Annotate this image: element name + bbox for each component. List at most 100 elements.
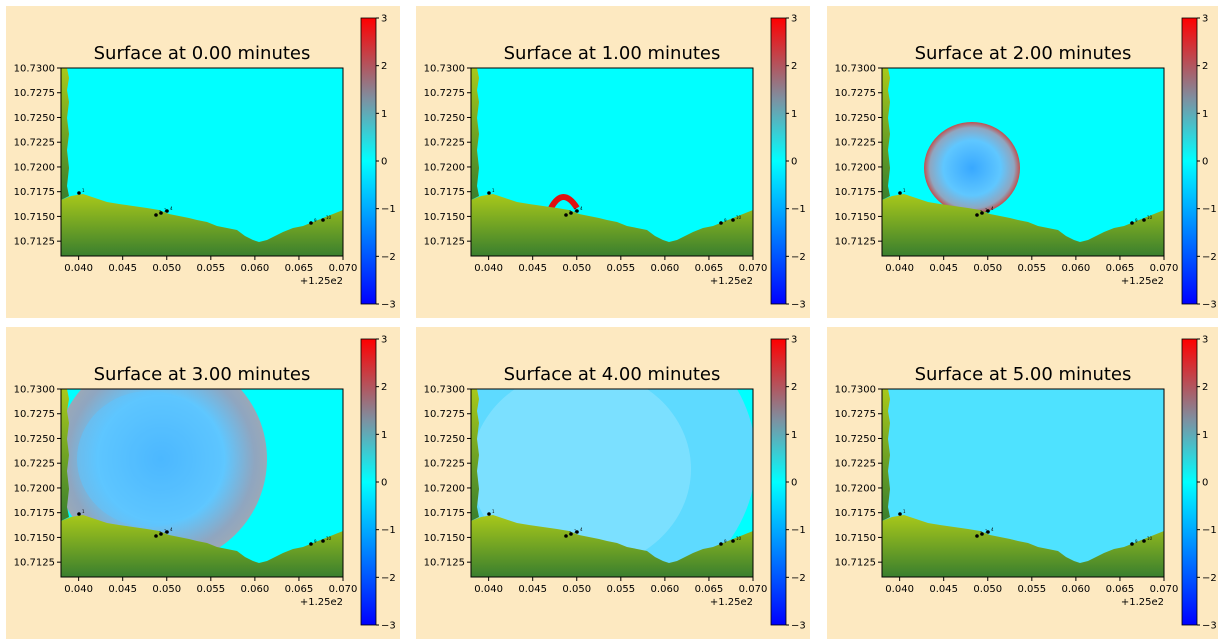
plot-frame xyxy=(60,67,344,257)
wave-inner xyxy=(471,389,691,569)
x-tick-label: 0.060 xyxy=(651,584,680,595)
gauge-label: 9 xyxy=(314,539,317,544)
colorbar-tick-label: 1 xyxy=(1202,430,1208,441)
colorbar-tick-label: 0 xyxy=(1202,157,1208,168)
colorbar-tick-label: −3 xyxy=(791,621,806,632)
gauge-label: 9 xyxy=(724,218,727,223)
x-tick-label: 0.060 xyxy=(1062,263,1091,274)
x-tick-label: 0.040 xyxy=(885,263,914,274)
y-tick-label: 10.7150 xyxy=(14,533,55,544)
x-tick-label: 0.065 xyxy=(285,263,314,274)
x-tick-label: 0.070 xyxy=(739,263,768,274)
panel-1: Surface at 1.00 minutes12349100.0400.045… xyxy=(416,6,810,318)
gauge-marker xyxy=(975,534,979,538)
y-tick-label: 10.7150 xyxy=(424,212,465,223)
gauge-label: 9 xyxy=(1135,539,1138,544)
y-tick-label: 10.7275 xyxy=(835,409,876,420)
x-tick-label: 0.070 xyxy=(329,584,358,595)
land-south xyxy=(61,194,343,256)
x-tick-label: 0.045 xyxy=(929,584,958,595)
x-tick-label: 0.040 xyxy=(64,584,93,595)
plot-area: 1234910 xyxy=(471,68,753,256)
colorbar xyxy=(1181,17,1198,305)
gauge-marker xyxy=(1142,218,1146,222)
x-tick-label: 0.050 xyxy=(152,263,181,274)
land-west xyxy=(471,389,479,521)
x-tick-label: 0.055 xyxy=(1017,263,1046,274)
gauge-label: 10 xyxy=(736,215,742,220)
plot-frame xyxy=(881,388,1165,578)
colorbar-tick-label: −1 xyxy=(381,525,396,536)
plot-area: 1234910 xyxy=(61,68,343,256)
y-tick-label: 10.7225 xyxy=(424,459,465,470)
y-tick-label: 10.7175 xyxy=(424,508,465,519)
colorbar-tick-label: −3 xyxy=(1202,621,1217,632)
gauge-marker xyxy=(154,534,158,538)
panel-4: Surface at 4.00 minutes12349100.0400.045… xyxy=(416,327,810,639)
gauge-marker xyxy=(1142,539,1146,543)
y-tick-label: 10.7300 xyxy=(424,385,465,396)
y-tick-label: 10.7300 xyxy=(424,64,465,75)
gauge-marker xyxy=(569,211,573,215)
colorbar-tick-label: −2 xyxy=(791,573,806,584)
x-tick-label: 0.040 xyxy=(885,584,914,595)
y-tick-label: 10.7225 xyxy=(424,138,465,149)
x-tick-label: 0.040 xyxy=(64,263,93,274)
x-tick-label: 0.045 xyxy=(108,584,137,595)
y-tick-label: 10.7200 xyxy=(424,162,465,173)
plot-area: 1234910 xyxy=(882,389,1164,577)
chart-title: Surface at 0.00 minutes xyxy=(94,43,311,64)
land-south xyxy=(61,515,343,577)
x-offset-label: +1.25e2 xyxy=(1121,597,1164,608)
plot-area: 1234910 xyxy=(471,389,753,577)
colorbar-tick-label: 2 xyxy=(791,61,797,72)
colorbar-tick-label: 0 xyxy=(791,157,797,168)
gauge-label: 1 xyxy=(82,188,85,193)
plot-frame xyxy=(470,67,754,257)
x-tick-label: 0.045 xyxy=(518,263,547,274)
x-offset-label: +1.25e2 xyxy=(710,276,753,287)
y-tick-label: 10.7275 xyxy=(14,409,55,420)
x-tick-label: 0.050 xyxy=(562,263,591,274)
surface-plot: Surface at 5.00 minutes12349100.0400.045… xyxy=(835,335,1217,632)
y-tick-label: 10.7225 xyxy=(835,138,876,149)
gauge-marker xyxy=(77,191,81,195)
y-tick-label: 10.7300 xyxy=(14,385,55,396)
y-tick-label: 10.7200 xyxy=(835,162,876,173)
chart-title: Surface at 2.00 minutes xyxy=(915,43,1132,64)
y-tick-label: 10.7300 xyxy=(14,64,55,75)
gauge-label: 1 xyxy=(903,188,906,193)
colorbar-tick-label: 1 xyxy=(791,109,797,120)
gauge-marker xyxy=(575,209,579,213)
x-tick-label: 0.070 xyxy=(329,263,358,274)
x-tick-label: 0.060 xyxy=(1062,584,1091,595)
gauge-label: 4 xyxy=(580,527,583,532)
colorbar-tick-label: 2 xyxy=(1202,382,1208,393)
colorbar xyxy=(770,17,787,305)
panel-3: Surface at 3.00 minutes12349100.0400.045… xyxy=(6,327,400,639)
y-tick-label: 10.7125 xyxy=(835,558,876,569)
y-tick-label: 10.7225 xyxy=(14,138,55,149)
gauge-label: 10 xyxy=(736,536,742,541)
colorbar-tick-label: −1 xyxy=(1202,204,1217,215)
colorbar-tick-label: 2 xyxy=(381,61,387,72)
panel-5: Surface at 5.00 minutes12349100.0400.045… xyxy=(827,327,1218,639)
colorbar-tick-label: 1 xyxy=(381,430,387,441)
plot-area: 1234910 xyxy=(61,389,343,577)
x-tick-label: 0.040 xyxy=(474,263,503,274)
y-tick-label: 10.7225 xyxy=(14,459,55,470)
y-tick-label: 10.7200 xyxy=(424,483,465,494)
colorbar-tick-label: −3 xyxy=(1202,300,1217,311)
plot-frame xyxy=(470,388,754,578)
gauge-label: 10 xyxy=(1147,536,1153,541)
gauge-marker xyxy=(165,209,169,213)
colorbar-tick-label: 2 xyxy=(1202,61,1208,72)
land-south xyxy=(882,515,1164,577)
y-tick-label: 10.7125 xyxy=(14,558,55,569)
surface-plot: Surface at 2.00 minutes12349100.0400.045… xyxy=(835,14,1217,311)
y-tick-label: 10.7200 xyxy=(14,483,55,494)
wave-front xyxy=(548,194,580,210)
x-tick-label: 0.065 xyxy=(285,584,314,595)
gauge-marker xyxy=(165,530,169,534)
colorbar-tick-label: 3 xyxy=(381,335,387,346)
